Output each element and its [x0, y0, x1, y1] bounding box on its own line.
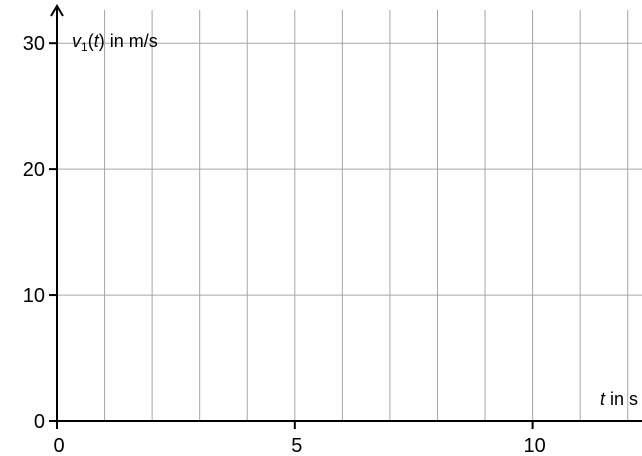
x-axis-label: t in s [600, 389, 638, 409]
grid [57, 10, 642, 421]
y-tick-label: 10 [23, 285, 45, 307]
labels: v1(t) in m/s t in s [72, 31, 638, 409]
x-tick-label: 10 [523, 435, 545, 456]
y-axis-arrow-icon [50, 4, 64, 17]
y-axis-label: v1(t) in m/s [72, 31, 158, 54]
x-tick-label: 5 [291, 435, 302, 456]
axes [50, 4, 642, 422]
y-tick-label: 30 [23, 33, 45, 55]
y-tick-label: 20 [23, 159, 45, 181]
x-tick-label: 0 [53, 435, 64, 456]
y-tick-label: 0 [34, 411, 45, 433]
ticks: 0 10 20 30 0 5 10 [23, 33, 546, 456]
